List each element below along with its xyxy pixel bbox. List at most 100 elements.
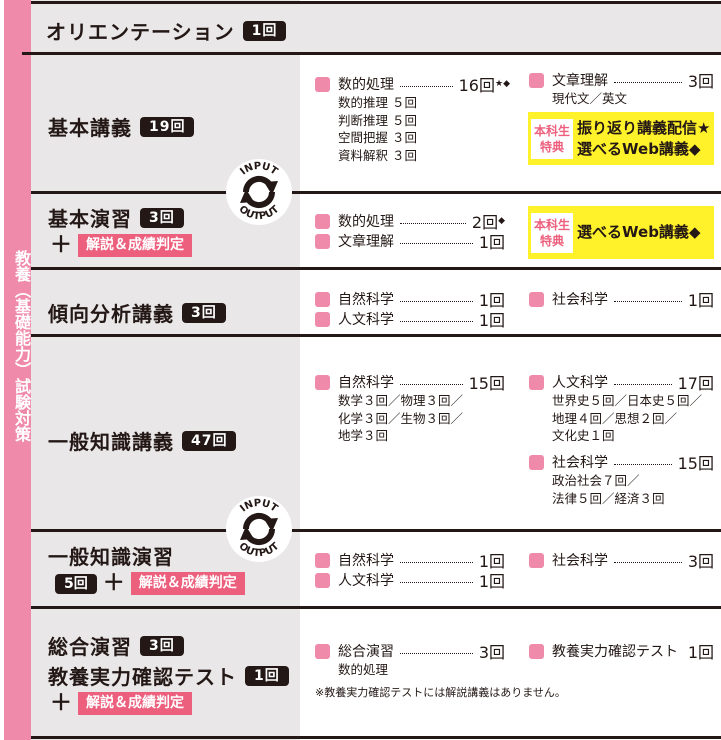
diamond-mark: ◆ [498, 216, 505, 226]
sogo-right: 教養実力確認テスト 1回 [529, 641, 714, 662]
bullet-icon [529, 291, 544, 307]
ippan-kogi-right2: 社会科学 15回 政治社会７回／ 法律５回／経済３回 [529, 452, 714, 507]
ippan-enshu-right: 社会科学 3回 [529, 550, 714, 571]
item-count: 1回 [478, 552, 505, 571]
row-title: 一般知識講義 [48, 430, 174, 454]
divider [31, 1, 721, 4]
item-count: 3回 [478, 643, 505, 662]
sogo-left: 総合演習 3回 数的処理 [315, 641, 505, 679]
item-count: 3回 [687, 72, 714, 91]
list-item: 文章理解 1回 [315, 231, 505, 252]
item-label: 総合演習 [338, 644, 394, 660]
item-count: 1回 [478, 311, 505, 330]
ippan-enshu-list: 自然科学 1回 人文科学 1回 [315, 550, 505, 591]
bullet-icon [315, 374, 330, 390]
list-item: 自然科学 1回 [315, 289, 505, 310]
svg-text:OUTPUT: OUTPUT [237, 204, 282, 222]
bullet-icon [315, 76, 330, 92]
item-count: 16回 [458, 76, 495, 95]
orientation-row-bg [31, 2, 721, 54]
input-output-cycle-icon: INPUT OUTPUT [226, 159, 292, 225]
item-label: 社会科学 [552, 455, 608, 471]
item-count: 17回 [677, 374, 714, 393]
sub-item: 数的推理 ５回 [338, 95, 417, 110]
list-item: 社会科学 3回 [529, 550, 714, 571]
item-label: 教養実力確認テスト [552, 644, 678, 660]
divider [31, 334, 721, 337]
item-count: 1回 [687, 291, 714, 310]
item-count: 3回 [687, 552, 714, 571]
left-column-bg [31, 0, 300, 740]
count-badge: 5回 [55, 573, 97, 594]
row-title: 基本演習 [48, 207, 132, 231]
bullet-icon [315, 643, 330, 659]
svg-text:INPUT: INPUT [238, 498, 279, 515]
row-title: オリエンテーション [46, 20, 235, 44]
list-item: 文章理解 3回 [529, 70, 714, 91]
item-label: 文章理解 [552, 73, 608, 89]
bullet-icon [315, 572, 330, 588]
bullet-icon [315, 213, 330, 229]
row-title: 傾向分析講義 [48, 302, 174, 326]
list-item: 数的処理 2回 ◆ [315, 211, 505, 232]
count-badge: 3回 [182, 302, 226, 323]
list-item: 教養実力確認テスト 1回 [529, 641, 714, 662]
bonus-text: 選べるWeb講義◆ [577, 223, 701, 241]
item-label: 文章理解 [338, 234, 394, 250]
item-label: 人文科学 [338, 573, 394, 589]
bullet-icon [529, 643, 544, 659]
input-output-cycle-icon: INPUT OUTPUT [226, 496, 292, 562]
sub-item: 地学３回 [338, 428, 389, 443]
bullet-icon [315, 233, 330, 249]
list-item: 人文科学 17回 [529, 372, 714, 393]
divider [22, 52, 721, 55]
bonus-text: 振り返り講義配信★ 選べるWeb講義◆ [577, 118, 711, 158]
bonus-box: 本科生 特典 選べるWeb講義◆ [528, 206, 714, 259]
svg-text:OUTPUT: OUTPUT [237, 541, 282, 559]
keiko-list: 自然科学 1回 人文科学 1回 [315, 289, 505, 330]
bullet-icon [529, 552, 544, 568]
list-item: 人文科学 1回 [315, 309, 505, 330]
item-count: 1回 [687, 643, 714, 662]
sidebar-label: 教養（基礎能力）試験対策 [12, 250, 31, 442]
count-badge: 3回 [140, 207, 184, 228]
bonus-box: 本科生 特典 振り返り講義配信★ 選べるWeb講義◆ [528, 112, 714, 165]
sub-item: 政治社会７回／ [552, 473, 640, 488]
keiko-right: 社会科学 1回 [529, 289, 714, 310]
count-badge: 1回 [242, 20, 287, 41]
footnote: ※教養実力確認テストには解説講義はありません。 [315, 686, 566, 699]
kihon-kogi-title-row: 基本講義 19回 [48, 112, 195, 141]
ippan-enshu-title-row: 一般知識演習 [48, 541, 174, 570]
item-label: 自然科学 [338, 375, 394, 391]
count-badge: 47回 [182, 430, 237, 451]
row-title: 一般知識演習 [48, 545, 174, 569]
item-count: 1回 [478, 233, 505, 252]
item-label: 人文科学 [338, 312, 394, 328]
bullet-icon [315, 311, 330, 327]
row-title: 基本講義 [48, 116, 132, 140]
addon-row: 5回 ＋ 解説＆成績判定 [55, 572, 245, 595]
bullet-icon [529, 72, 544, 88]
ippan-kogi-title-row: 一般知識講義 47回 [48, 426, 237, 455]
item-label: 社会科学 [552, 292, 608, 308]
list-item: 人文科学 1回 [315, 570, 505, 591]
sub-item: 文化史１回 [552, 428, 615, 443]
sub-item: 数的処理 [338, 662, 389, 677]
row-title: 総合演習 [48, 635, 132, 659]
item-count: 15回 [468, 374, 505, 393]
list-item: 自然科学 1回 [315, 550, 505, 571]
sub-item: 化学３回／生物３回／ [338, 410, 464, 426]
item-label: 自然科学 [338, 292, 394, 308]
count-badge: 1回 [245, 665, 289, 686]
addon-row: ＋ 解説＆成績判定 [50, 234, 193, 257]
list-item: 自然科学 15回 [315, 372, 505, 393]
kihon-kogi-right: 文章理解 3回 現代文／英文 [529, 70, 714, 108]
addon-badge: 解説＆成績判定 [78, 692, 193, 715]
addon-row: ＋ 解説＆成績判定 [50, 692, 193, 715]
list-item: 総合演習 3回 [315, 641, 505, 662]
item-label: 数的処理 [338, 214, 394, 230]
sub-item: 世界史５回／日本史５回／ [552, 393, 703, 408]
list-item: 社会科学 15回 [529, 452, 714, 473]
sub-item: 現代文／英文 [552, 91, 628, 106]
sogo-title-row: 総合演習 3回 [48, 631, 184, 660]
